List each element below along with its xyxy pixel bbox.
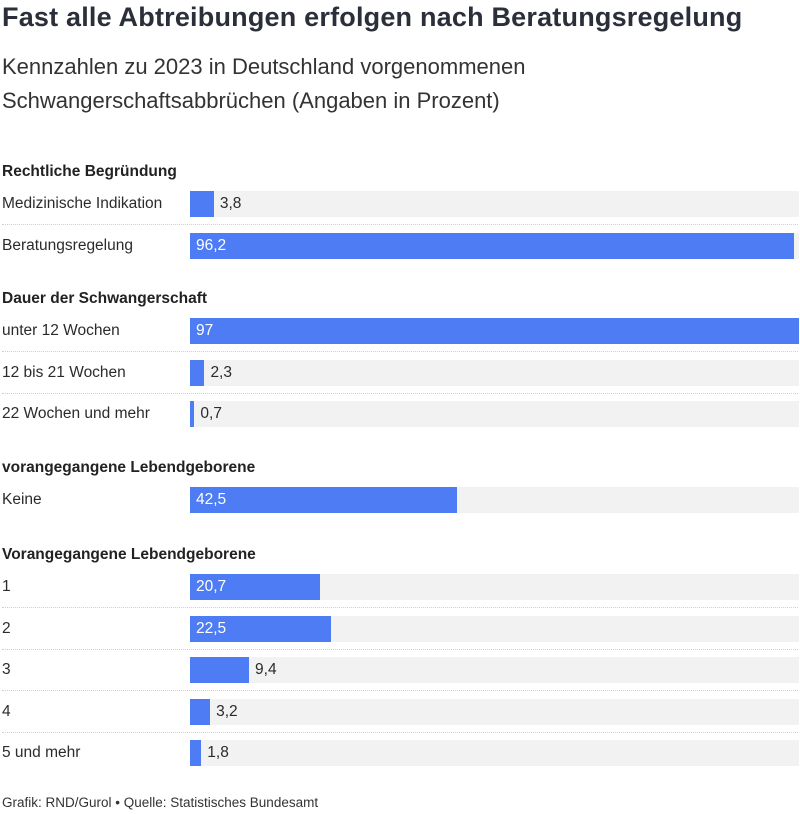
bar <box>190 657 250 683</box>
chart-title: Fast alle Abtreibungen erfolgen nach Ber… <box>2 2 743 32</box>
category-label: Medizinische Indikation <box>2 195 163 212</box>
bar-track <box>190 359 799 386</box>
bar <box>190 740 202 766</box>
bar <box>190 698 211 725</box>
bar <box>190 401 195 427</box>
category-label: Beratungsregelung <box>2 236 133 254</box>
group-label: Rechtliche Begründung <box>2 163 177 180</box>
value-label: 0,7 <box>200 405 222 422</box>
category-label: 1 <box>2 578 11 595</box>
category-label: Keine <box>2 491 42 508</box>
value-label: 9,4 <box>255 661 277 678</box>
bar <box>190 318 799 344</box>
value-label: 42,5 <box>196 491 227 508</box>
chart-footer: Grafik: RND/Gurol • Quelle: Statistische… <box>2 795 319 810</box>
category-label: 4 <box>2 702 11 720</box>
category-label: 12 bis 21 Wochen <box>2 363 126 381</box>
bar-track <box>190 740 799 766</box>
bar-track <box>190 401 799 427</box>
value-label: 20,7 <box>196 578 227 595</box>
row-separator <box>2 731 798 733</box>
category-label: 3 <box>2 661 11 678</box>
row-separator <box>2 607 798 608</box>
chart-subtitle: Kennzahlen zu 2023 in Deutschland vorgen… <box>2 54 526 113</box>
bar <box>190 615 332 642</box>
category-label: 5 und mehr <box>2 744 81 761</box>
value-label: 97 <box>196 322 214 339</box>
value-label: 1,8 <box>207 744 229 761</box>
value-label: 96,2 <box>196 236 227 254</box>
row-separator <box>2 690 798 691</box>
bar-track <box>190 698 799 725</box>
value-label: 3,2 <box>216 702 238 720</box>
group-label: Vorangegangene Lebendgeborene <box>2 546 256 563</box>
value-label: 22,5 <box>196 619 227 637</box>
bar-track <box>190 191 799 217</box>
row-separator <box>2 351 798 352</box>
bar <box>190 232 794 259</box>
category-label: unter 12 Wochen <box>2 322 120 339</box>
value-label: 2,3 <box>210 363 232 381</box>
category-label: 22 Wochen und mehr <box>2 405 150 422</box>
bar <box>190 359 205 386</box>
bar <box>190 191 214 217</box>
bar-track <box>190 657 799 683</box>
category-label: 2 <box>2 619 11 637</box>
value-label: 3,8 <box>219 195 242 212</box>
group-label: Dauer der Schwangerschaft <box>2 290 208 307</box>
bar <box>190 487 457 513</box>
row-separator <box>2 648 798 650</box>
bar <box>190 574 320 600</box>
row-separator <box>2 224 798 225</box>
row-separator <box>2 392 798 394</box>
group-label: vorangegangene Lebendgeborene <box>2 459 256 476</box>
